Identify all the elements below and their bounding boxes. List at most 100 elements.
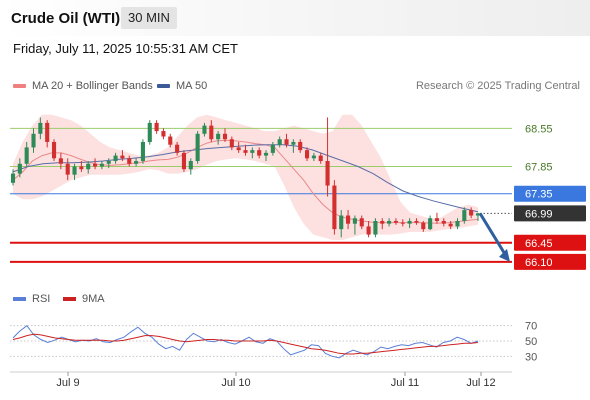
candle-59 [414,218,419,225]
candle-body [462,210,467,221]
candle-body [31,133,36,148]
candle-60 [421,220,426,232]
candle-25 [181,150,187,172]
candle-body [24,147,29,164]
candle-5 [45,120,50,148]
candle-46 [325,117,330,197]
rsi-ma-legend-label: 9MA [82,293,105,305]
candle-32 [229,136,234,151]
candle-body [51,141,57,159]
candle-body [263,152,269,156]
rsi-legend-label: RSI [32,293,51,305]
level-label-1: 67.85 [525,161,553,173]
legend-label-ma50: MA 50 [176,80,208,92]
legend-label-bollinger: MA 20 + Bollinger Bands [32,80,153,92]
candle-body [134,161,139,164]
candle-53 [373,218,378,238]
candle-body [257,150,262,156]
level-label-5: 66.10 [525,257,553,269]
candle-18 [134,158,139,167]
timeframe-badge[interactable]: 30 MIN [121,7,177,29]
candle-36 [257,147,262,159]
candle-34 [243,144,248,156]
candle-28 [202,122,207,137]
candle-61 [428,215,433,231]
candle-body [346,215,351,224]
candle-body [17,163,22,174]
candle-35 [250,147,255,159]
candle-16 [120,150,125,162]
candle-body [475,213,481,216]
research-credit: Research © 2025 Trading Central [415,80,580,92]
candle-body [209,125,214,140]
candle-45 [318,152,323,164]
candle-body [441,220,446,224]
candle-body [181,152,187,170]
rsi-ma-line [12,333,479,355]
candle-body [195,133,200,162]
candle-body [325,161,330,186]
candle-body [455,220,460,227]
candle-24 [175,141,180,156]
candle-body [407,220,412,224]
candle-2 [24,141,29,167]
candle-body [58,158,63,164]
rsi-tick-label-0: 70 [525,321,537,333]
candle-37 [263,150,269,162]
candle-body [448,223,453,227]
candle-23 [168,133,173,148]
candle-26 [188,158,193,175]
time-tick-label-1: Jul 10 [221,377,250,389]
candle-body [154,122,159,132]
candle-body [188,161,193,170]
candle-40 [284,133,289,148]
candle-body [243,150,248,153]
candle-body [168,136,173,145]
candle-66 [462,207,467,224]
rsi-ma-legend-item: 9MA [63,293,105,305]
level-tag-3 [514,205,586,222]
candle-body [106,161,111,164]
candle-body [147,122,152,142]
timestamp: Friday, July 11, 2025 10:55:31 AM CET [13,41,238,56]
candle-58 [407,218,412,229]
candle-17 [127,155,132,167]
candle-10 [79,161,84,172]
legend-swatch-bollinger [13,84,26,88]
candle-body [10,173,16,183]
candle-body [387,220,392,224]
time-tick-label-2: Jul 11 [391,377,420,389]
candle-body [359,218,364,227]
candle-body [352,218,357,224]
candle-47 [332,180,337,235]
candle-44 [311,152,316,162]
candle-48 [339,210,344,238]
candle-body [45,122,50,142]
candle-30 [216,131,221,145]
candle-body [380,220,385,224]
chart-header: Crude Oil (WTI) 30 MIN [0,0,590,36]
ma20-line [12,139,479,224]
candle-body [38,122,43,134]
candle-57 [400,219,405,227]
candle-body [421,222,426,230]
level-tag-2 [514,185,586,202]
candle-51 [359,215,364,230]
candle-67 [469,207,474,219]
candle-body [99,163,104,167]
candle-54 [380,218,385,230]
candle-52 [366,220,371,238]
candle-body [284,139,289,145]
candle-body [277,139,282,145]
candle-8 [65,158,70,181]
level-label-4: 66.45 [525,238,553,250]
candle-body [298,141,303,151]
rsi-legend-swatch [13,297,26,301]
candle-body [469,210,474,216]
candle-body [229,139,234,148]
candle-29 [209,120,214,142]
candle-31 [222,128,228,142]
candle-63 [441,218,446,227]
candle-62 [434,212,440,224]
